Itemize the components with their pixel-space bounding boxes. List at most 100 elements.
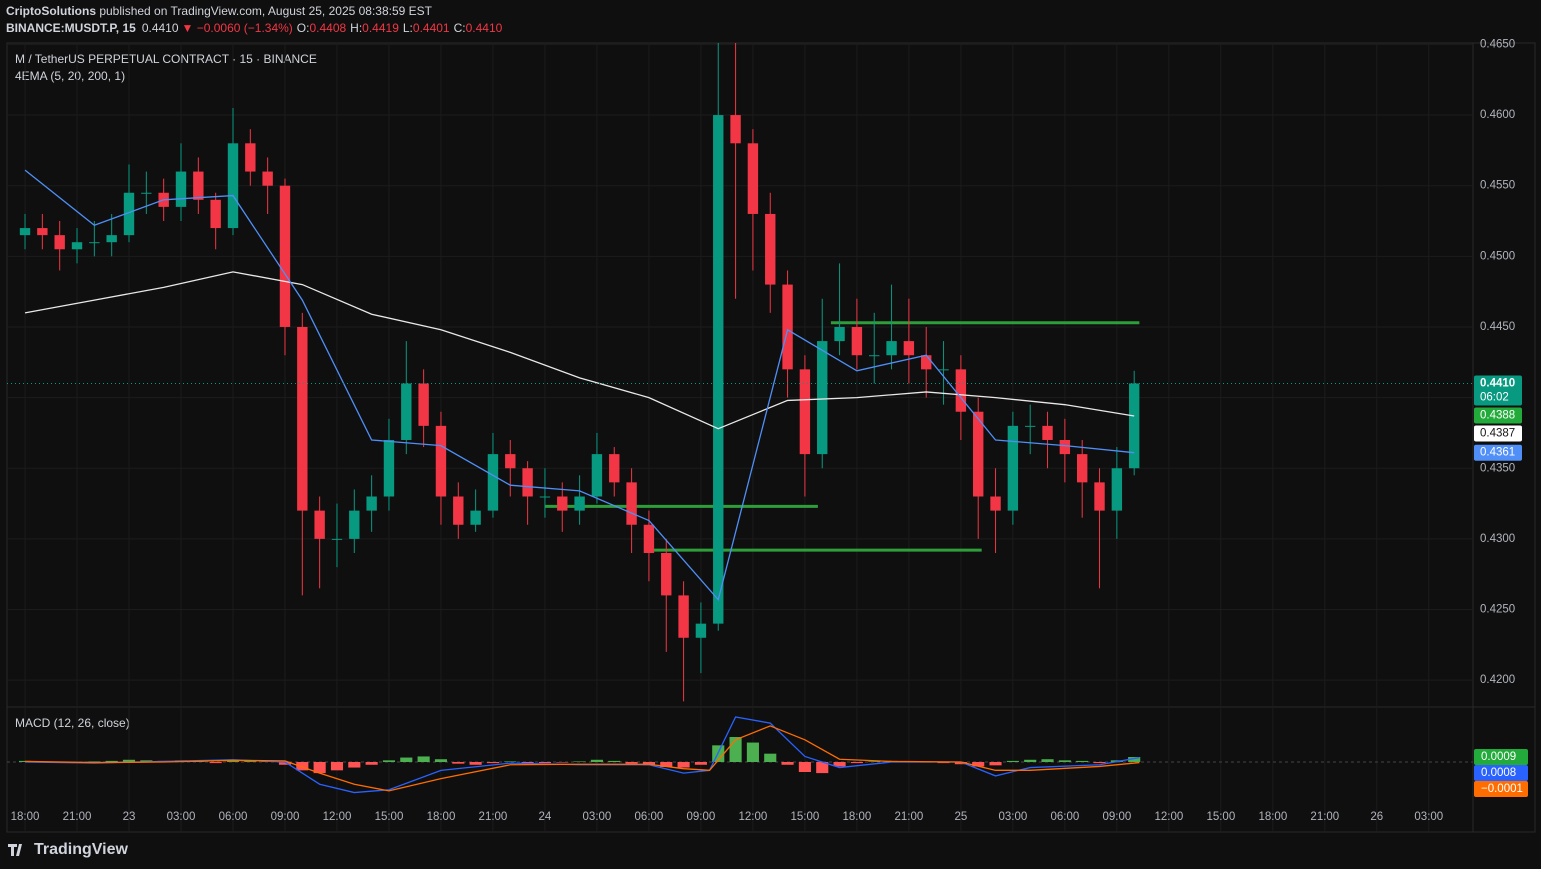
price-label: 0.4387 [1480, 428, 1515, 440]
candle-body [886, 341, 897, 356]
candle-body [1076, 454, 1088, 483]
macd-histogram-bar [1076, 760, 1089, 762]
candle-body [661, 553, 672, 596]
candle-body [609, 454, 620, 483]
candle-body [366, 496, 377, 511]
candle-body [141, 192, 152, 194]
x-tick-label: 12:00 [739, 811, 768, 823]
candle-body [695, 623, 707, 638]
candle-body [678, 595, 689, 638]
x-tick-label: 18:00 [843, 811, 872, 823]
candle-body [782, 284, 793, 370]
x-tick-label: 09:00 [687, 811, 716, 823]
x-tick-label: 15:00 [375, 811, 404, 823]
ohlc-key: H: [350, 21, 362, 35]
candle-body [1128, 383, 1140, 469]
macd-histogram-bar [868, 761, 881, 762]
candle-body [1111, 468, 1123, 511]
candle-body [574, 496, 585, 511]
macd-label: 0.0009 [1481, 751, 1516, 763]
macd-histogram-bar [660, 762, 673, 767]
x-tick-label: 15:00 [1206, 811, 1235, 823]
macd-histogram-bar [1128, 757, 1141, 762]
candle-body [730, 115, 741, 144]
candle-body [349, 510, 360, 539]
macd-histogram-bar [1024, 759, 1037, 762]
price-label: 0.4388 [1480, 410, 1515, 422]
y-tick-label: 0.4650 [1480, 38, 1515, 50]
macd-histogram-bar [972, 762, 985, 767]
x-tick-label: 23 [123, 811, 136, 823]
macd-histogram-bar [625, 762, 638, 764]
candle-body [418, 383, 429, 426]
y-tick-label: 0.4200 [1480, 674, 1515, 686]
candle-body [1059, 439, 1071, 455]
candle-body [990, 496, 1001, 511]
x-tick-label: 09:00 [1102, 811, 1131, 823]
macd-histogram-bar [1041, 759, 1054, 762]
x-tick-label: 21:00 [63, 811, 92, 823]
macd-histogram-bar [1093, 762, 1106, 764]
macd-histogram-bar [452, 762, 465, 764]
published: published on TradingView.com, August 25,… [96, 4, 433, 18]
candle-body [54, 235, 65, 250]
macd-histogram-bar [88, 761, 101, 762]
macd-histogram-bar [296, 762, 309, 771]
candle-body [331, 538, 343, 540]
macd-line [25, 716, 1140, 794]
x-tick-label: 18:00 [427, 811, 456, 823]
macd-histogram-bar [226, 760, 240, 762]
y-tick-label: 0.4450 [1480, 321, 1515, 333]
candle-body [19, 228, 31, 236]
ohlc-value: 0.4408 [309, 21, 346, 35]
candle-body [297, 326, 308, 511]
chart-title: M / TetherUS PERPETUAL CONTRACT · 15 · B… [15, 52, 317, 66]
y-tick-label: 0.4500 [1480, 250, 1515, 262]
macd-label: −0.0001 [1481, 783, 1523, 795]
macd-label-box [1474, 781, 1528, 797]
macd-histogram-bar [1058, 760, 1071, 762]
candle-body [453, 496, 464, 525]
x-tick-label: 03:00 [1414, 811, 1443, 823]
header-line: BINANCE:MUSDT.P, 15 0.4410 ▼ −0.0060 (−1.3… [6, 21, 503, 35]
macd-histogram-bar [348, 762, 361, 768]
candle-body [1042, 425, 1053, 440]
macd-histogram-bar [434, 759, 448, 762]
candle-body [903, 341, 915, 356]
x-tick-label: 12:00 [323, 811, 352, 823]
change: ▼ −0.0060 (−1.34%) [182, 21, 293, 35]
macd-histogram-bar [209, 762, 222, 764]
x-tick-label: 21:00 [1310, 811, 1339, 823]
macd-histogram-bar [122, 759, 136, 762]
candle-body [938, 369, 949, 371]
macd-histogram-bar [365, 762, 378, 765]
macd-histogram-bar [746, 742, 759, 762]
candle-body [643, 524, 655, 554]
price-pane [7, 43, 1473, 707]
header-line: CriptoSolutions published on TradingView… [6, 4, 433, 18]
frame [6, 42, 1536, 833]
brand-logo [8, 844, 22, 856]
candle-body [435, 425, 447, 497]
macd-histogram-bar [573, 761, 586, 762]
candle-body [522, 468, 533, 497]
macd-histogram-bar [608, 760, 621, 762]
candle-body [487, 454, 499, 511]
candle-body [851, 326, 863, 356]
candle-body [89, 242, 100, 244]
macd-histogram-bar [590, 759, 604, 762]
x-tick-label: 18:00 [11, 811, 40, 823]
x-tick-label: 03:00 [998, 811, 1027, 823]
x-tick-label: 21:00 [894, 811, 923, 823]
candle-body [106, 235, 117, 243]
macd-histogram-bar [556, 762, 569, 763]
candle-body [262, 171, 273, 186]
macd-histogram-bar [677, 762, 690, 768]
candle-body [227, 143, 239, 229]
candle-body [834, 326, 845, 342]
macd-histogram-bar [764, 753, 777, 762]
macd-histogram-bar [816, 762, 829, 774]
candle-body [245, 143, 256, 172]
macd-title: MACD (12, 26, close) [15, 716, 130, 730]
